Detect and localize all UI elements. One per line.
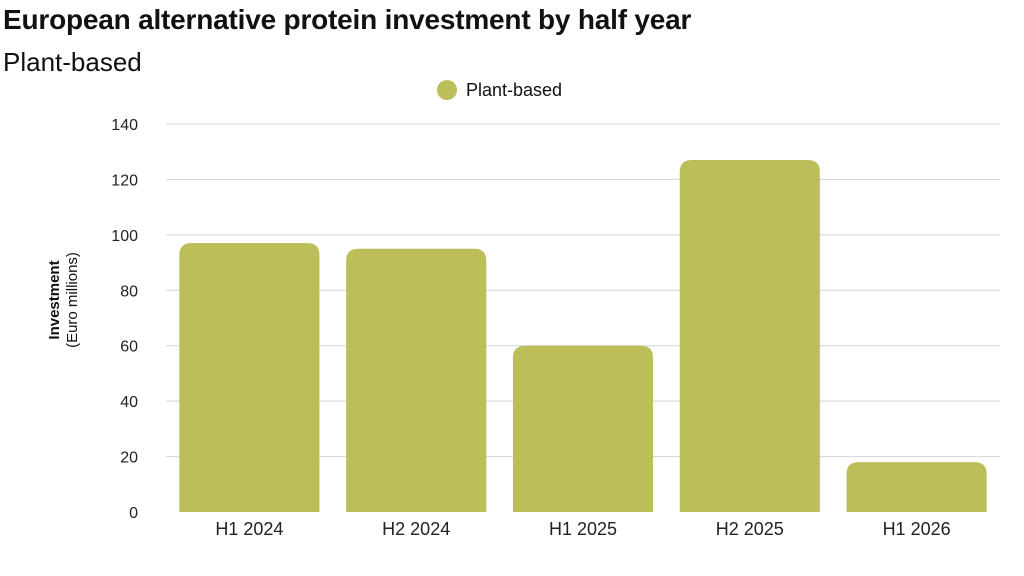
- bar-h2-2025: [679, 160, 820, 512]
- legend: Plant-based: [437, 78, 562, 102]
- x-tick-label: H2 2025: [716, 519, 784, 539]
- bar-h1-2024: [179, 243, 320, 512]
- y-tick-label: 100: [111, 228, 138, 245]
- y-tick-label: 140: [111, 117, 138, 134]
- y-tick-label: 40: [120, 394, 138, 411]
- x-tick-label: H1 2026: [883, 519, 951, 539]
- x-tick-labels: H1 2024 H2 2024 H1 2025 H2 2025 H1 2026: [215, 519, 950, 539]
- bars: [179, 160, 987, 512]
- bar-h1-2025: [512, 345, 654, 512]
- legend-label: Plant-based: [466, 79, 563, 100]
- x-tick-label: H2 2024: [382, 519, 450, 539]
- chart-title: European alternative protein investment …: [3, 4, 692, 35]
- legend-swatch: [437, 80, 457, 100]
- y-tick-label: 80: [120, 283, 138, 300]
- y-tick-label: 60: [120, 339, 138, 356]
- x-tick-label: H1 2025: [549, 519, 617, 539]
- x-tick-label: H1 2024: [215, 519, 283, 539]
- y-tick-label: 120: [111, 172, 138, 189]
- chart-subtitle: Plant-based: [3, 47, 142, 77]
- bar-h2-2024: [346, 248, 487, 512]
- y-tick-label: 20: [120, 450, 138, 467]
- y-tick-labels: 0 20 40 60 80 100 120 140: [111, 117, 138, 522]
- bar-h1-2026: [846, 462, 987, 512]
- y-tick-label: 0: [129, 505, 138, 522]
